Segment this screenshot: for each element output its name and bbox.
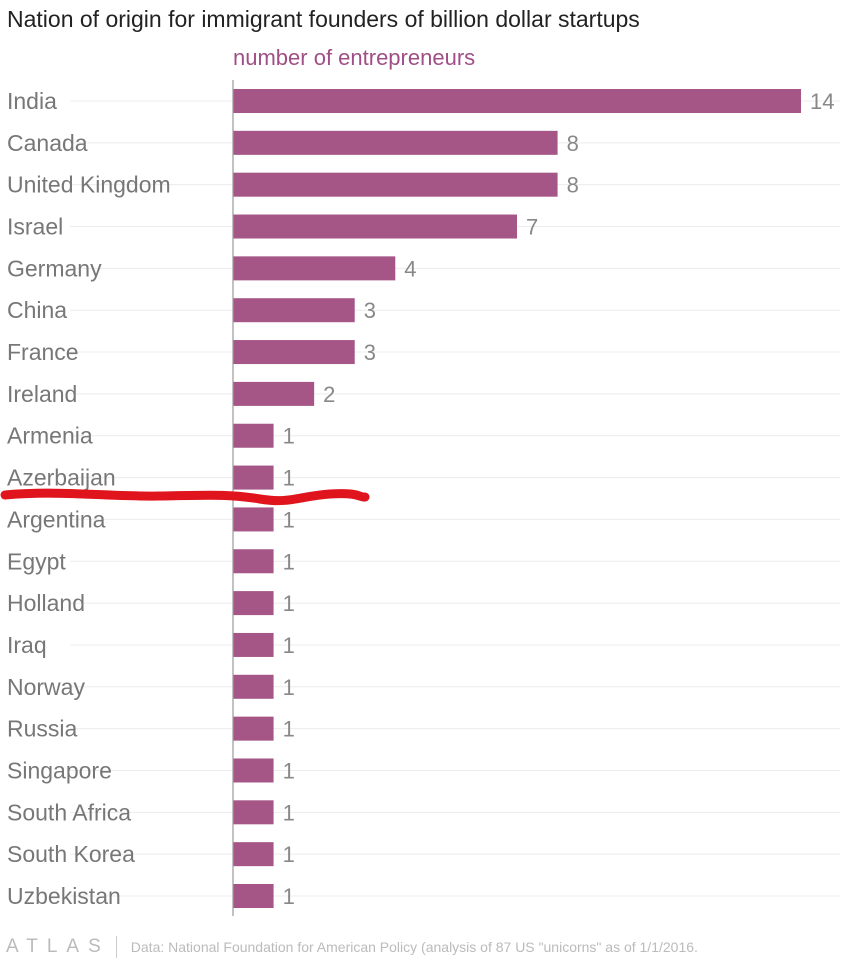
chart-title: Nation of origin for immigrant founders … xyxy=(7,6,640,32)
value-label: 3 xyxy=(364,340,376,365)
bar xyxy=(233,130,558,155)
category-label: Norway xyxy=(7,674,85,700)
bar xyxy=(233,298,355,323)
bar xyxy=(233,716,274,741)
bar xyxy=(233,423,274,448)
bar xyxy=(233,800,274,825)
category-label: Canada xyxy=(7,130,88,156)
bar xyxy=(233,381,315,406)
bar xyxy=(233,507,274,532)
category-label: Iraq xyxy=(7,632,47,658)
chart-subtitle: number of entrepreneurs xyxy=(233,45,476,70)
bar xyxy=(233,340,355,365)
value-label: 1 xyxy=(283,424,295,449)
value-label: 1 xyxy=(283,633,295,658)
bar xyxy=(233,674,274,699)
bar xyxy=(233,549,274,574)
value-label: 1 xyxy=(283,466,295,491)
category-label: France xyxy=(7,339,79,365)
atlas-logo: ATLAS xyxy=(6,936,110,957)
bar xyxy=(233,632,274,657)
category-label: Azerbaijan xyxy=(7,465,116,491)
category-label: Armenia xyxy=(7,423,93,449)
footer-divider xyxy=(115,936,117,958)
source-note: Data: National Foundation for American P… xyxy=(130,939,698,955)
value-label: 14 xyxy=(810,89,834,114)
value-label: 1 xyxy=(283,549,295,574)
category-label: Argentina xyxy=(7,506,106,532)
value-label: 8 xyxy=(567,173,579,198)
value-label: 1 xyxy=(283,842,295,867)
category-label: South Korea xyxy=(7,841,135,867)
value-label: 3 xyxy=(364,298,376,323)
bar xyxy=(233,465,274,490)
bar xyxy=(233,172,558,197)
category-label: Egypt xyxy=(7,548,66,574)
bar xyxy=(233,89,801,113)
value-label: 4 xyxy=(404,256,416,281)
category-label: Singapore xyxy=(7,757,112,783)
value-label: 1 xyxy=(283,884,295,909)
value-label: 7 xyxy=(526,215,538,240)
value-label: 1 xyxy=(283,758,295,783)
value-label: 1 xyxy=(283,675,295,700)
category-label: Uzbekistan xyxy=(7,883,121,909)
bar xyxy=(233,591,274,616)
category-label: Germany xyxy=(7,255,102,281)
category-label: United Kingdom xyxy=(7,172,171,198)
value-label: 1 xyxy=(283,591,295,616)
value-label: 2 xyxy=(323,382,335,407)
footer: ATLAS Data: National Foundation for Amer… xyxy=(6,936,698,958)
category-label: China xyxy=(7,297,67,323)
value-label: 8 xyxy=(567,131,579,156)
value-label: 1 xyxy=(283,507,295,532)
red-annotation-line xyxy=(0,488,370,506)
category-label: Holland xyxy=(7,590,85,616)
bar xyxy=(233,758,274,783)
bar xyxy=(233,256,396,281)
value-label: 1 xyxy=(283,717,295,742)
category-label: South Africa xyxy=(7,799,131,825)
bar xyxy=(233,214,517,239)
bar xyxy=(233,884,274,908)
bar xyxy=(233,842,274,867)
category-label: India xyxy=(7,88,57,114)
category-label: Israel xyxy=(7,214,63,240)
category-label: Russia xyxy=(7,716,78,742)
value-label: 1 xyxy=(283,800,295,825)
category-label: Ireland xyxy=(7,381,77,407)
